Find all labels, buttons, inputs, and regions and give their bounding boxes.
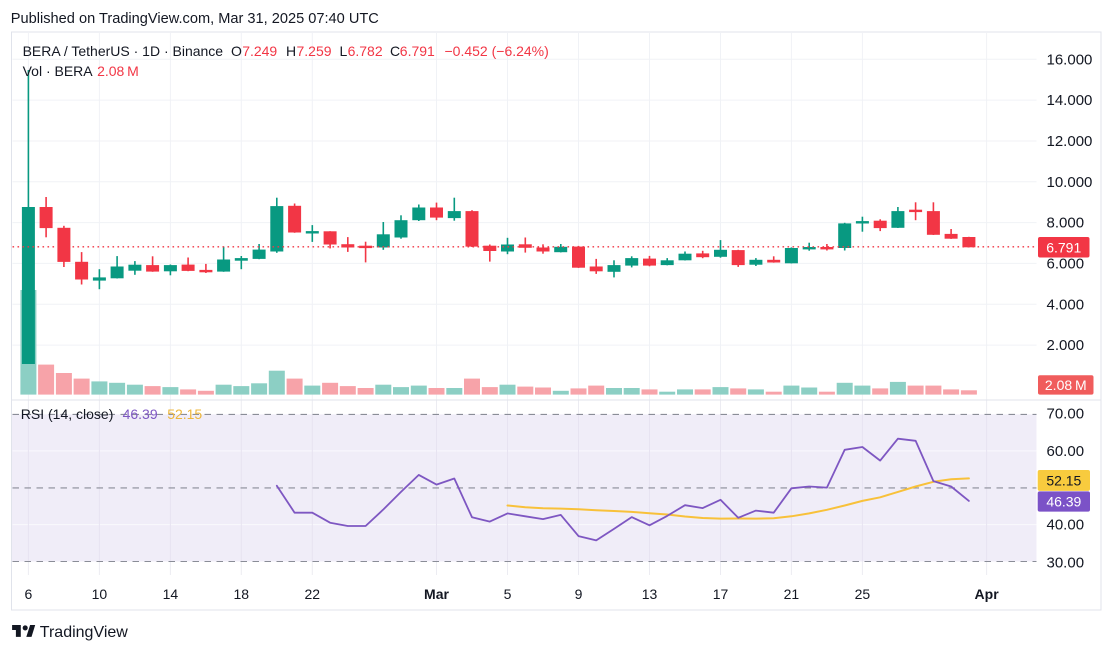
- svg-text:L: L: [340, 43, 348, 59]
- svg-text:21: 21: [784, 586, 800, 602]
- svg-text:6.000: 6.000: [1047, 255, 1085, 272]
- svg-text:46.39: 46.39: [123, 406, 158, 422]
- svg-text:6.791: 6.791: [400, 43, 435, 59]
- svg-text:6: 6: [25, 586, 33, 602]
- svg-text:4.000: 4.000: [1047, 296, 1085, 313]
- svg-text:C: C: [390, 43, 400, 59]
- svg-text:70.00: 70.00: [1047, 406, 1085, 423]
- svg-text:2.000: 2.000: [1047, 337, 1085, 354]
- svg-text:6.782: 6.782: [348, 43, 383, 59]
- svg-text:Published on TradingView.com,: Published on TradingView.com, Mar 31, 20…: [11, 11, 379, 27]
- svg-text:2.08 M: 2.08 M: [97, 63, 139, 79]
- svg-text:RSI (14, close): RSI (14, close): [21, 406, 114, 422]
- svg-text:46.39: 46.39: [1046, 494, 1081, 510]
- svg-text:25: 25: [855, 586, 871, 602]
- svg-text:8.000: 8.000: [1047, 215, 1085, 232]
- svg-text:22: 22: [305, 586, 321, 602]
- svg-text:7.249: 7.249: [242, 43, 277, 59]
- svg-text:40.00: 40.00: [1047, 517, 1085, 534]
- svg-text:O: O: [231, 43, 242, 59]
- svg-text:18: 18: [234, 586, 250, 602]
- svg-text:Mar: Mar: [424, 586, 449, 602]
- svg-text:TradingView: TradingView: [40, 624, 128, 641]
- svg-text:12.000: 12.000: [1047, 133, 1093, 150]
- svg-text:H: H: [286, 43, 296, 59]
- svg-text:52.15: 52.15: [167, 406, 202, 422]
- svg-text:52.15: 52.15: [1046, 472, 1081, 488]
- svg-text:16.000: 16.000: [1047, 51, 1093, 68]
- svg-text:17: 17: [713, 586, 729, 602]
- svg-text:Vol · BERA: Vol · BERA: [23, 63, 94, 79]
- svg-text:BERA / TetherUS · 1D · Binance: BERA / TetherUS · 1D · Binance: [23, 43, 224, 59]
- svg-text:14.000: 14.000: [1047, 92, 1093, 109]
- svg-text:7.259: 7.259: [297, 43, 332, 59]
- svg-text:13: 13: [642, 586, 658, 602]
- svg-text:9: 9: [575, 586, 583, 602]
- svg-text:30.00: 30.00: [1047, 555, 1085, 572]
- svg-text:5: 5: [504, 586, 512, 602]
- svg-text:10.000: 10.000: [1047, 174, 1093, 191]
- svg-text:Apr: Apr: [975, 586, 1000, 602]
- svg-text:2.08 M: 2.08 M: [1045, 377, 1087, 393]
- svg-text:10: 10: [92, 586, 108, 602]
- svg-text:−0.452 (−6.24%): −0.452 (−6.24%): [445, 43, 549, 59]
- svg-text:14: 14: [163, 586, 179, 602]
- svg-text:6.791: 6.791: [1046, 239, 1081, 255]
- svg-text:60.00: 60.00: [1047, 443, 1085, 460]
